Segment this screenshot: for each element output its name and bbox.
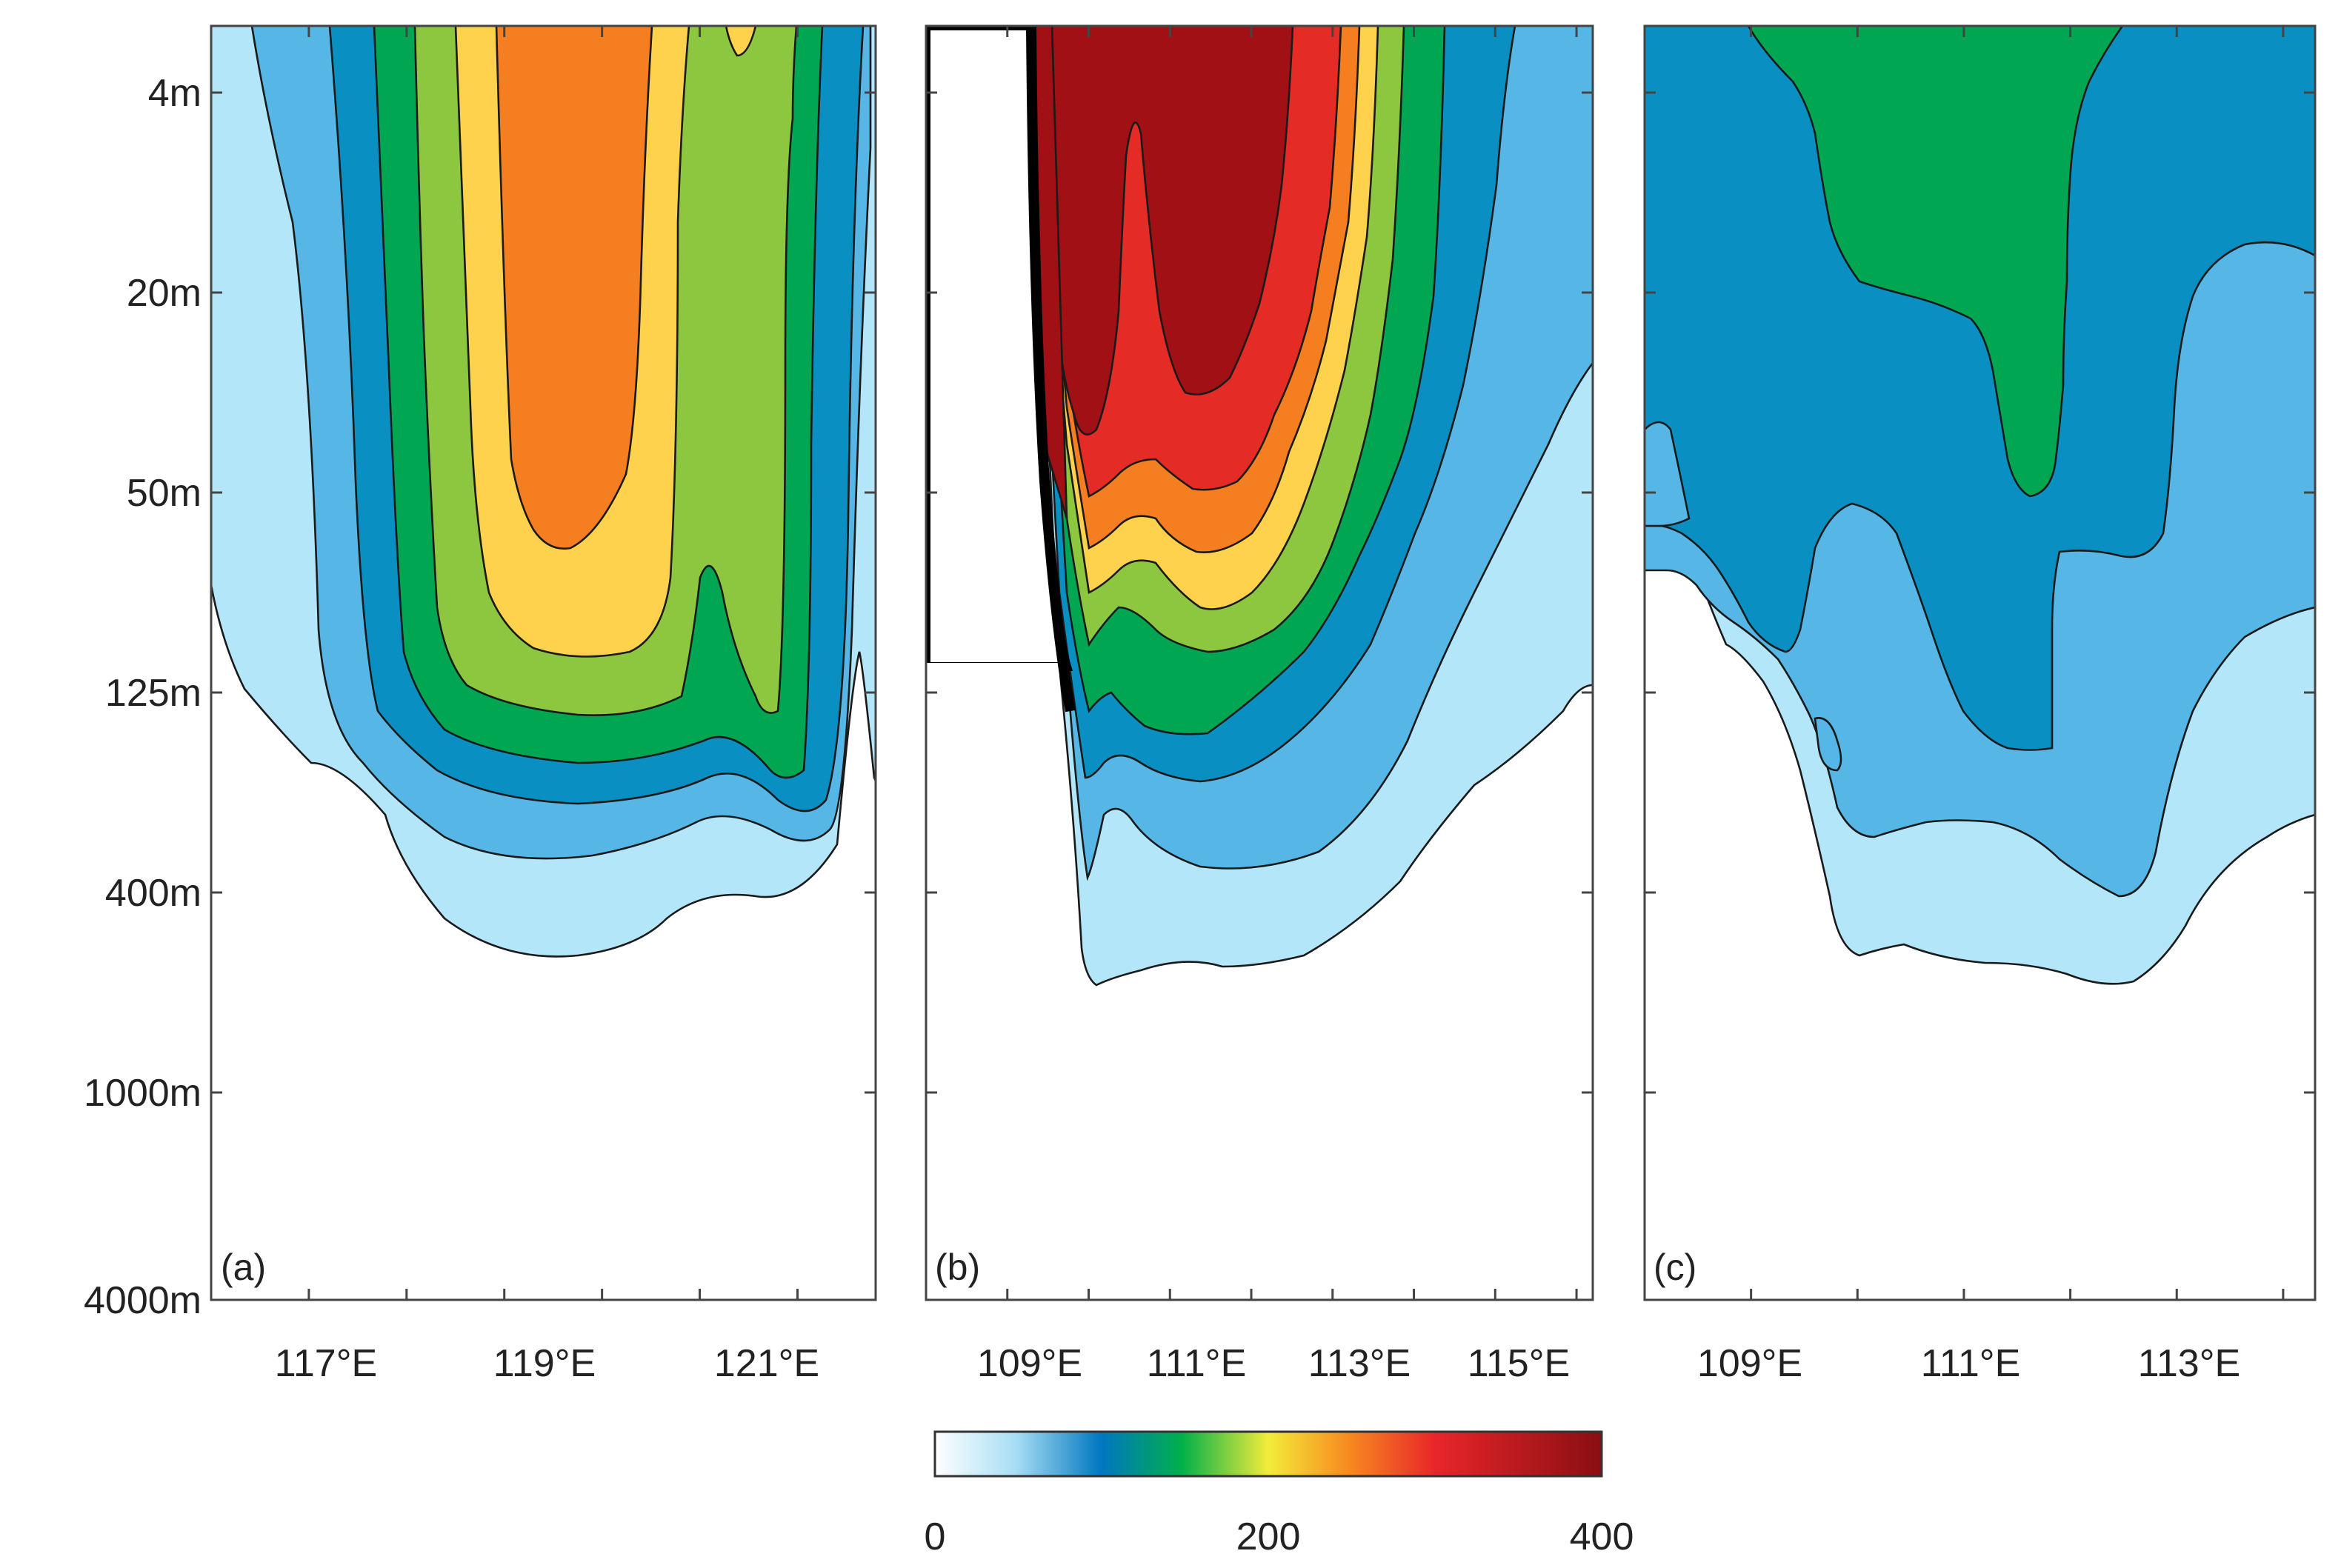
panel-b: 109°E 111°E 113°E 115°E (b) — [925, 24, 1594, 1385]
panel-a-xticks — [307, 26, 799, 1300]
panel-b-frame — [925, 24, 1594, 1301]
panel-a: 117°E 119°E 121°E (a) — [210, 24, 877, 1385]
panel-a-label: (a) — [221, 1247, 266, 1288]
panel-b-contours — [926, 26, 1593, 1300]
colorbar-label-0: 0 — [925, 1515, 946, 1558]
panel-c: 109°E 111°E 113°E (c) — [1643, 24, 2317, 1385]
panel-c-xlabel-111: 111°E — [1921, 1342, 2021, 1385]
panel-a-frame — [210, 24, 877, 1301]
panel-b-landmask-lower — [926, 663, 1059, 1300]
y-axis-labels: 4m 20m 50m 125m 400m 1000m 4000m — [84, 72, 202, 1322]
panel-a-yticks — [211, 91, 876, 1094]
panel-c-level-4 — [1747, 26, 2124, 498]
panel-b-xlabels: 109°E 111°E 113°E 115°E — [977, 1342, 1570, 1385]
panel-c-label: (c) — [1654, 1247, 1696, 1288]
ytick-label-50m: 50m — [127, 472, 202, 515]
panel-c-level-3 — [1645, 26, 2315, 751]
panel-c-yticks — [1645, 91, 2315, 1094]
colorbar: 0 200 400 — [925, 1430, 1634, 1558]
panel-c-xlabel-113: 113°E — [2138, 1342, 2240, 1385]
panel-c-xlabels: 109°E 111°E 113°E — [1697, 1342, 2240, 1385]
ytick-label-4000m: 4000m — [84, 1279, 202, 1322]
colorbar-label-200: 200 — [1236, 1515, 1301, 1558]
panel-a-xlabel-119: 119°E — [493, 1342, 596, 1385]
panel-c-level-2c — [1814, 717, 1842, 772]
panel-b-label: (b) — [935, 1247, 980, 1288]
ytick-label-1000m: 1000m — [84, 1072, 202, 1115]
ytick-label-400m: 400m — [105, 872, 202, 915]
ytick-label-125m: 125m — [105, 672, 202, 715]
colorbar-label-400: 400 — [1570, 1515, 1634, 1558]
colorbar-gradient — [933, 1430, 1603, 1478]
panel-a-xlabel-117: 117°E — [275, 1342, 377, 1385]
panel-b-yticks — [926, 91, 1593, 1094]
panel-b-xlabel-115: 115°E — [1468, 1342, 1570, 1385]
panel-c-contours — [1645, 26, 2315, 985]
panel-a-xlabel-121: 121°E — [714, 1342, 819, 1385]
ytick-label-4m: 4m — [148, 72, 202, 115]
panel-a-xlabels: 117°E 119°E 121°E — [275, 1342, 819, 1385]
panel-b-xlabel-111: 111°E — [1147, 1342, 1247, 1385]
panel-c-xticks — [1750, 26, 2285, 1300]
panel-a-contours — [211, 26, 876, 958]
panel-b-xlabel-109: 109°E — [977, 1342, 1082, 1385]
panel-c-frame — [1643, 24, 2317, 1301]
panel-b-xlabel-113: 113°E — [1308, 1342, 1411, 1385]
panel-a-level-7 — [495, 26, 653, 550]
panel-c-xlabel-109: 109°E — [1697, 1342, 1802, 1385]
panel-b-xticks — [1006, 26, 1578, 1300]
panel-b-coast — [1026, 26, 1076, 713]
panel-c-level-2b — [1645, 421, 1691, 527]
ytick-label-20m: 20m — [127, 272, 202, 315]
